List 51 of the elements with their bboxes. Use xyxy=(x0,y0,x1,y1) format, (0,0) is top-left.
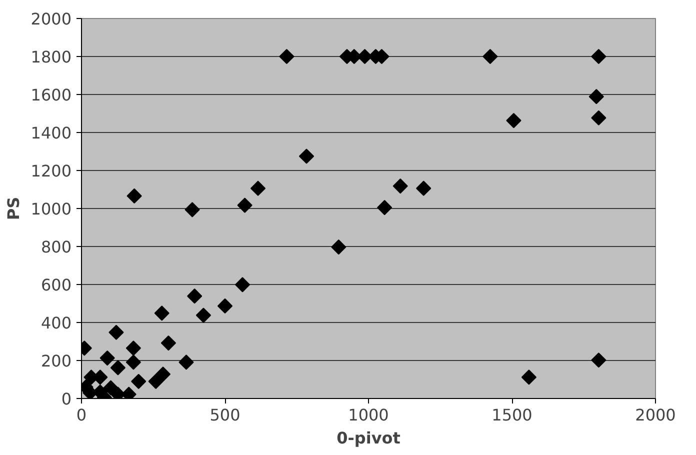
x-tick-label: 1500 xyxy=(492,406,532,424)
y-tick-label: 200 xyxy=(40,352,72,370)
point xyxy=(155,366,171,382)
x-axis-title: 0-pivot xyxy=(336,428,401,448)
point xyxy=(250,180,266,196)
x-tick-label: 2000 xyxy=(635,406,676,424)
point xyxy=(110,360,126,376)
point xyxy=(416,180,432,196)
y-tick-label: 400 xyxy=(40,314,72,332)
point xyxy=(237,198,252,213)
point xyxy=(154,306,170,321)
point xyxy=(178,354,194,370)
point xyxy=(187,288,202,304)
point xyxy=(521,370,537,385)
point xyxy=(126,188,142,204)
y-tick-label: 1600 xyxy=(30,86,72,104)
y-tick-label: 2000 xyxy=(30,10,72,28)
point xyxy=(591,352,606,368)
point xyxy=(482,48,498,64)
point xyxy=(108,324,124,340)
point xyxy=(100,350,115,366)
y-tick-label: 1800 xyxy=(30,48,72,66)
point xyxy=(217,298,233,314)
point xyxy=(506,112,522,128)
point xyxy=(234,277,250,292)
y-tick-label: 0 xyxy=(61,390,72,408)
point xyxy=(126,354,142,370)
y-axis-title: PS xyxy=(4,196,23,220)
x-tick-label: 500 xyxy=(210,406,240,424)
point xyxy=(377,200,392,216)
point xyxy=(392,178,408,194)
point xyxy=(591,48,606,64)
point xyxy=(160,335,176,351)
x-tick-label: 0 xyxy=(76,406,87,424)
point xyxy=(148,374,164,389)
point xyxy=(196,308,212,323)
point xyxy=(298,148,314,164)
point xyxy=(131,374,146,389)
point xyxy=(588,89,604,104)
point xyxy=(591,110,606,126)
point xyxy=(126,340,142,356)
y-tick-label: 1400 xyxy=(30,124,72,142)
x-tick-label: 1000 xyxy=(348,406,389,424)
point xyxy=(103,380,118,396)
y-tick-label: 1200 xyxy=(30,162,72,180)
point xyxy=(184,202,200,218)
point xyxy=(279,48,294,64)
y-tick-label: 600 xyxy=(40,276,72,294)
y-tick-label: 1000 xyxy=(30,200,72,218)
point xyxy=(331,240,346,255)
y-tick-label: 800 xyxy=(40,238,72,256)
